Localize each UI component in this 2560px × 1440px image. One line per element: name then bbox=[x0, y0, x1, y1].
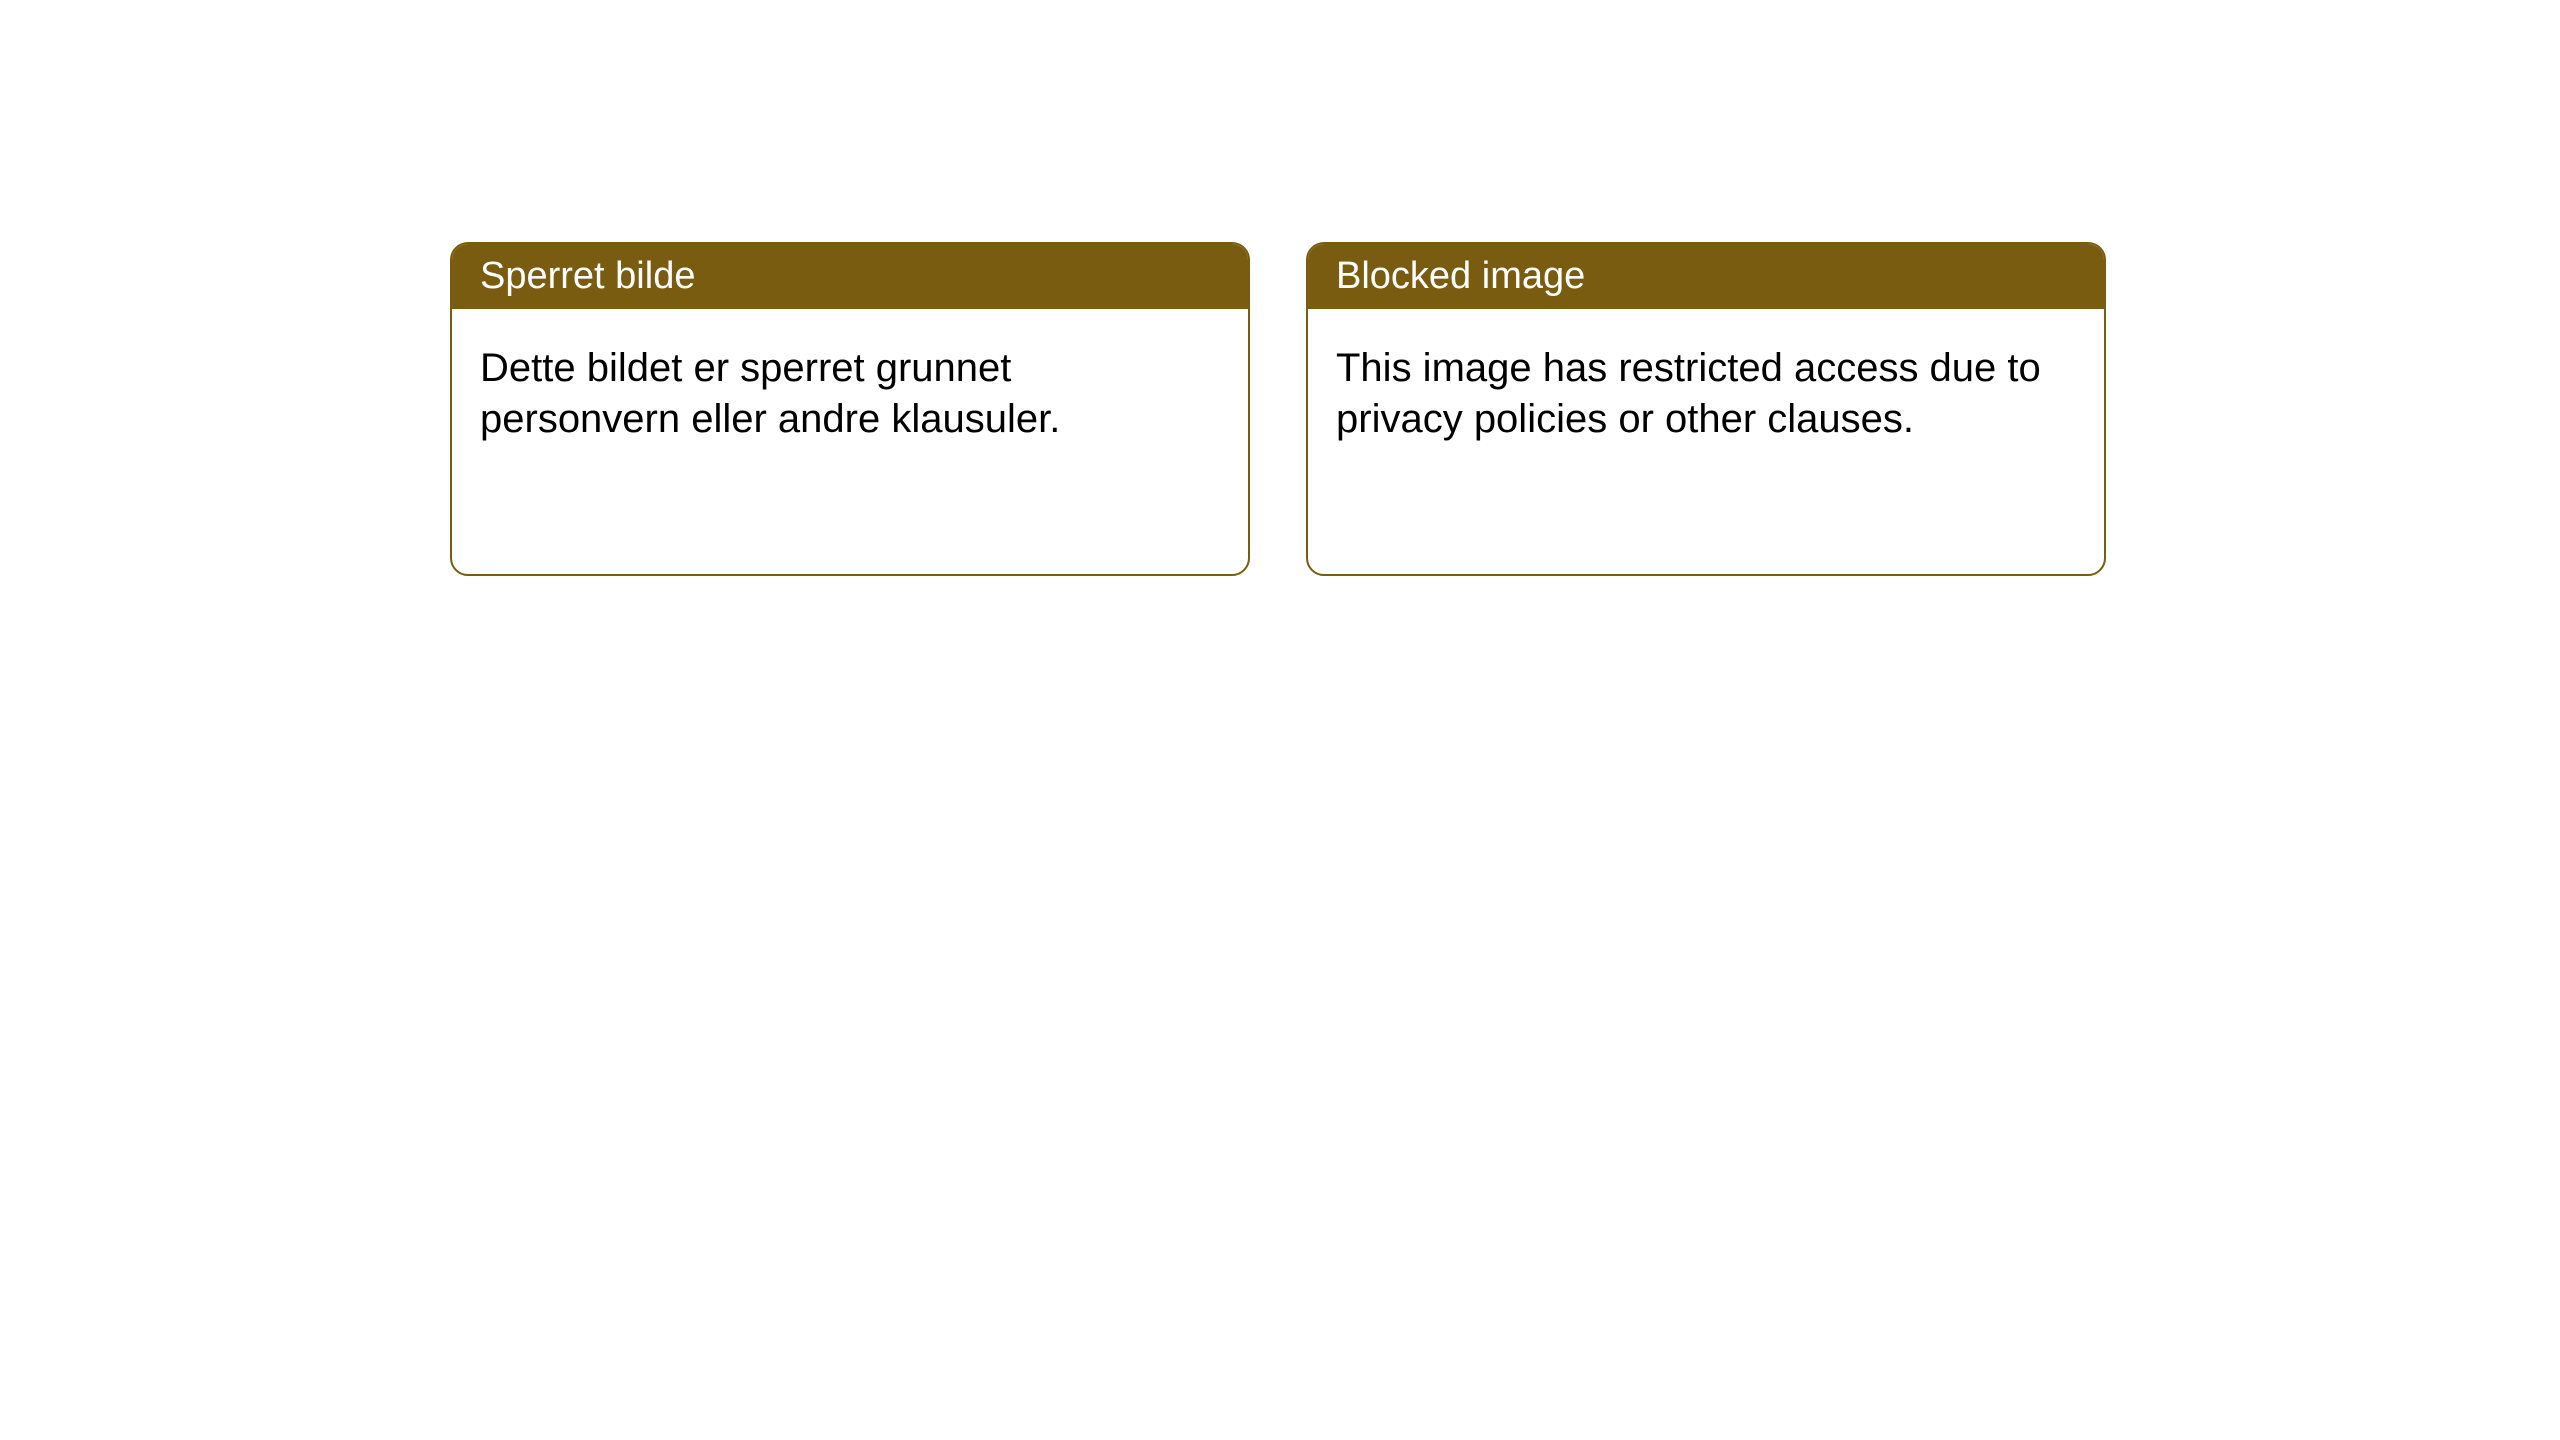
notice-body: This image has restricted access due to … bbox=[1308, 309, 2104, 479]
notice-body: Dette bildet er sperret grunnet personve… bbox=[452, 309, 1248, 479]
notice-container: Sperret bilde Dette bildet er sperret gr… bbox=[0, 0, 2560, 576]
notice-header: Blocked image bbox=[1308, 244, 2104, 309]
notice-card-norwegian: Sperret bilde Dette bildet er sperret gr… bbox=[450, 242, 1250, 576]
notice-header: Sperret bilde bbox=[452, 244, 1248, 309]
notice-card-english: Blocked image This image has restricted … bbox=[1306, 242, 2106, 576]
